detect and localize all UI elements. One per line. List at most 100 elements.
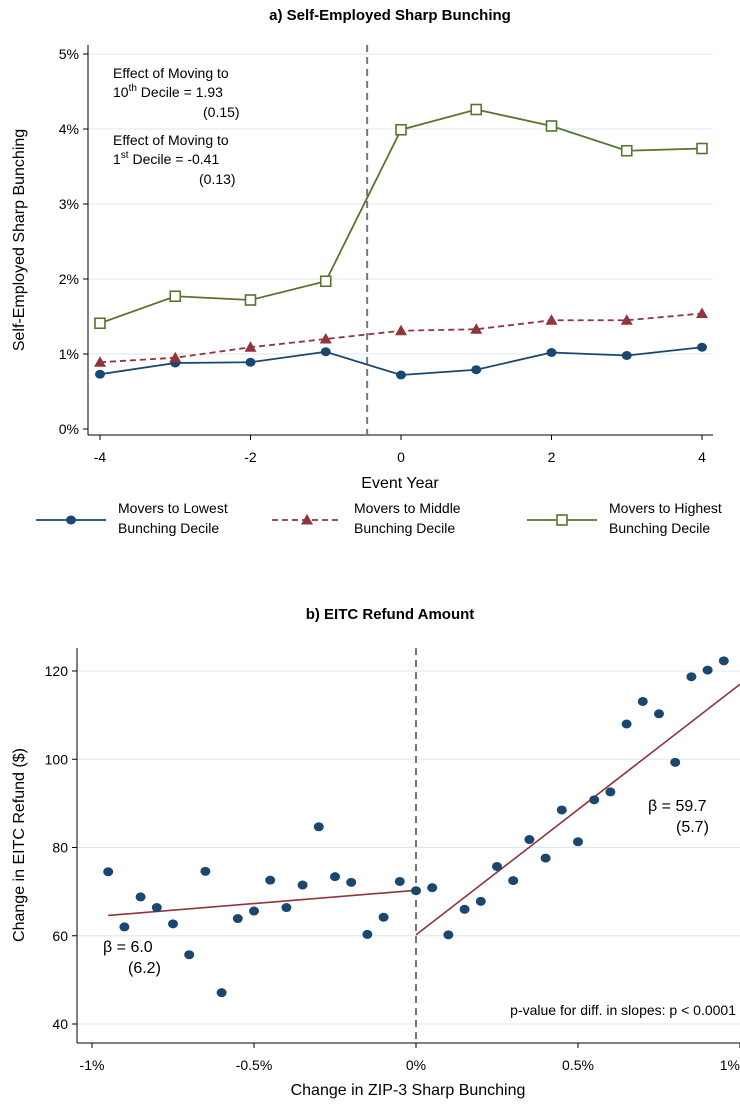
panel-a-x-tick-label: 2 [548,449,556,465]
panel-b-x-tick-label: 0.5% [562,1057,594,1073]
scatter-point [556,805,567,815]
panel-a-y-tick-label: 0% [59,421,79,437]
panel-a-y-tick-label: 2% [59,271,79,287]
panel-a-point [244,294,257,306]
panel-a-point [470,103,483,116]
panel-a-y-tick-label: 5% [59,46,79,62]
legend-label: Movers to Highest [609,500,722,516]
panel-b-y-tick-label: 100 [45,751,69,767]
panel-a-point [697,342,707,352]
panel-b-x-tick-label: 1% [720,1057,740,1073]
scatter-point [232,914,243,924]
panel-b-y-ticks: 40 60 80 100 120 [45,663,77,1032]
panel-b-points [103,656,729,998]
scatter-point [605,787,616,797]
panel-a-point [396,370,406,380]
scatter-point [540,853,551,863]
scatter-point [621,719,632,729]
panel-a-point [546,348,557,357]
legend-label: Bunching Decile [609,520,710,536]
panel-a-x-tick-label: -2 [244,449,257,465]
annotation-10th-line1: Effect of Moving to [113,65,229,81]
panel-a: a) Self-Employed Sharp Bunching 0% 1% 2% 3%… [11,7,722,536]
panel-b-x-tick-label: -0.5% [236,1057,273,1073]
panel-a-y-ticks: 0% 1% 2% 3% 4% 5% [59,46,88,437]
scatter-point [670,757,681,767]
scatter-point [589,795,600,805]
scatter-point [200,866,211,876]
legend-label: Bunching Decile [118,520,219,536]
scatter-point [427,883,438,893]
scatter-point [492,861,502,871]
panel-a-series [94,103,708,380]
panel-b-x-tick-label: -1% [80,1057,105,1073]
panel-a-point [320,347,331,357]
scatter-point [103,867,114,877]
right-beta-label: β = 59.7 [648,798,707,815]
scatter-point [346,877,357,887]
panel-b-y-tick-label: 40 [52,1016,68,1032]
scatter-point [394,876,405,886]
panel-a-y-tick-label: 4% [59,121,79,137]
panel-a-point [395,123,407,136]
panel-a-title: a) Self-Employed Sharp Bunching [269,7,511,24]
scatter-point [313,822,324,832]
legend-marker [66,515,76,525]
panel-a-point [95,369,105,379]
right-beta-se: (5.7) [676,819,709,836]
panel-b-fit-lines [108,683,740,936]
scatter-point [411,886,421,896]
panel-a-point [696,307,708,318]
scatter-point [362,929,373,939]
legend-marker [556,514,568,526]
scatter-point [573,837,583,847]
panel-a-y-tick-label: 3% [59,196,79,212]
panel-a-point [471,365,482,375]
scatter-point [168,919,178,929]
panel-a-point [545,120,558,132]
panel-a-x-tick-label: 0 [397,449,405,465]
panel-b-title: b) EITC Refund Amount [306,606,475,623]
panel-a-point [245,357,256,367]
panel-a-point [94,356,106,367]
panel-a-point [395,324,407,336]
left-beta-label: β = 6.0 [103,939,153,956]
legend-label: Movers to Lowest [118,500,228,516]
scatter-point [151,903,162,913]
scatter-point [216,988,227,998]
panel-a-point [319,275,332,288]
scatter-point [686,672,697,682]
legend-label: Bunching Decile [354,520,455,536]
panel-a-point [244,341,257,352]
panel-a-x-label: Event Year [361,475,439,492]
panel-b-y-tick-label: 80 [52,840,68,856]
panel-a-point [696,142,708,155]
scatter-point [297,880,308,890]
annotation-1st-line2: 1st Decile = -0.41 [113,150,219,167]
panel-a-y-tick-label: 1% [59,346,79,362]
scatter-point [637,696,648,706]
left-beta-se: (6.2) [128,960,161,977]
legend-marker [301,514,313,525]
panel-a-y-label: Self-Employed Sharp Bunching [11,129,28,351]
pvalue-label: p-value for diff. in slopes: p < 0.0001 [510,1002,736,1018]
panel-b-x-ticks: -1% -0.5% 0% 0.5% 1% [80,1043,740,1073]
scatter-point [654,709,664,719]
panel-b-x-label: Change in ZIP-3 Sharp Bunching [291,1082,526,1099]
panel-b-x-tick-label: 0% [406,1057,426,1073]
scatter-point [508,876,519,886]
scatter-point [184,950,195,960]
annotation-10th-se: (0.15) [203,104,240,120]
scatter-point [135,892,146,902]
panel-a-annotation: Effect of Moving to 10th Decile = 1.93 (… [113,65,240,187]
panel-a-point [620,144,633,157]
panel-a-point [470,323,483,334]
panel-a-x-ticks: -4 -2 0 2 4 [94,435,706,465]
annotation-10th-line2: 10th Decile = 1.93 [113,83,223,100]
scatter-point [330,872,340,882]
annotation-1st-line1: Effect of Moving to [113,132,229,148]
panel-a-x-tick-label: -4 [94,449,107,465]
panel-a-point [620,314,633,325]
scatter-point [378,912,389,922]
